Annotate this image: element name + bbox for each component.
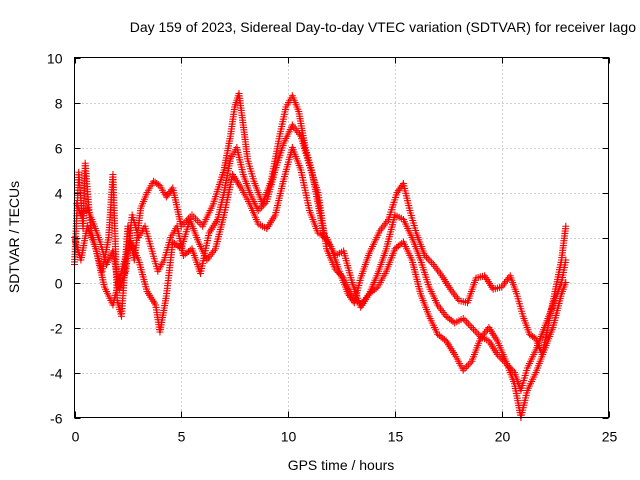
y-axis-tick-labels: -6 -4 -2 0 2 4 6 8 10 bbox=[47, 51, 63, 427]
data-point-marker bbox=[466, 322, 474, 330]
x-tick-label: 15 bbox=[388, 429, 404, 445]
data-point-marker bbox=[80, 208, 88, 216]
data-point-marker bbox=[195, 219, 203, 226]
data-point-marker bbox=[428, 259, 436, 267]
data-point-marker bbox=[193, 217, 201, 225]
y-tick-label: -6 bbox=[50, 411, 63, 427]
data-point-marker bbox=[464, 320, 472, 328]
data-point-marker bbox=[424, 255, 432, 263]
data-point-marker bbox=[562, 256, 570, 264]
x-tick-label: 0 bbox=[72, 429, 80, 445]
grid-lines bbox=[74, 57, 609, 418]
data-point-marker bbox=[79, 209, 87, 217]
y-tick-label: 4 bbox=[55, 186, 63, 202]
x-tick-label: 25 bbox=[602, 429, 618, 445]
data-point-marker bbox=[440, 336, 448, 344]
data-point-marker bbox=[464, 361, 472, 369]
data-point-marker bbox=[468, 324, 476, 331]
data-point-marker bbox=[258, 203, 266, 211]
plot-frame bbox=[74, 57, 609, 418]
chart-title: Day 159 of 2023, Sidereal Day-to-day VTE… bbox=[130, 19, 637, 35]
data-point-marker bbox=[372, 284, 380, 292]
data-point-marker bbox=[426, 257, 434, 265]
y-tick-label: -2 bbox=[50, 321, 63, 337]
data-point-marker bbox=[77, 211, 85, 219]
x-tick-label: 20 bbox=[495, 429, 511, 445]
data-point-marker bbox=[154, 181, 162, 189]
data-point-marker bbox=[463, 363, 471, 371]
y-tick-label: 10 bbox=[47, 51, 63, 67]
data-point-marker bbox=[461, 316, 469, 324]
data-point-marker bbox=[562, 222, 570, 230]
satellite-track-2 bbox=[73, 121, 570, 394]
y-axis-label: SDTVAR / TECUs bbox=[6, 181, 22, 293]
data-point-marker bbox=[471, 327, 479, 335]
data-markers bbox=[71, 90, 570, 421]
x-axis-tick-labels: 0 5 10 15 20 25 bbox=[72, 429, 618, 445]
x-axis-label: GPS time / hours bbox=[288, 457, 395, 473]
data-point-marker bbox=[562, 279, 570, 286]
x-tick-label: 10 bbox=[281, 429, 297, 445]
data-point-marker bbox=[470, 325, 478, 333]
y-tick-label: -4 bbox=[50, 366, 63, 382]
axis-ticks bbox=[74, 57, 610, 419]
y-tick-label: 2 bbox=[55, 231, 63, 247]
y-tick-label: 6 bbox=[55, 141, 63, 157]
y-tick-label: 8 bbox=[55, 96, 63, 112]
satellite-track-3 bbox=[71, 144, 570, 421]
y-tick-label: 0 bbox=[55, 276, 63, 292]
satellite-track-1 bbox=[71, 90, 570, 358]
data-point-marker bbox=[473, 329, 481, 337]
x-tick-label: 5 bbox=[178, 429, 186, 445]
